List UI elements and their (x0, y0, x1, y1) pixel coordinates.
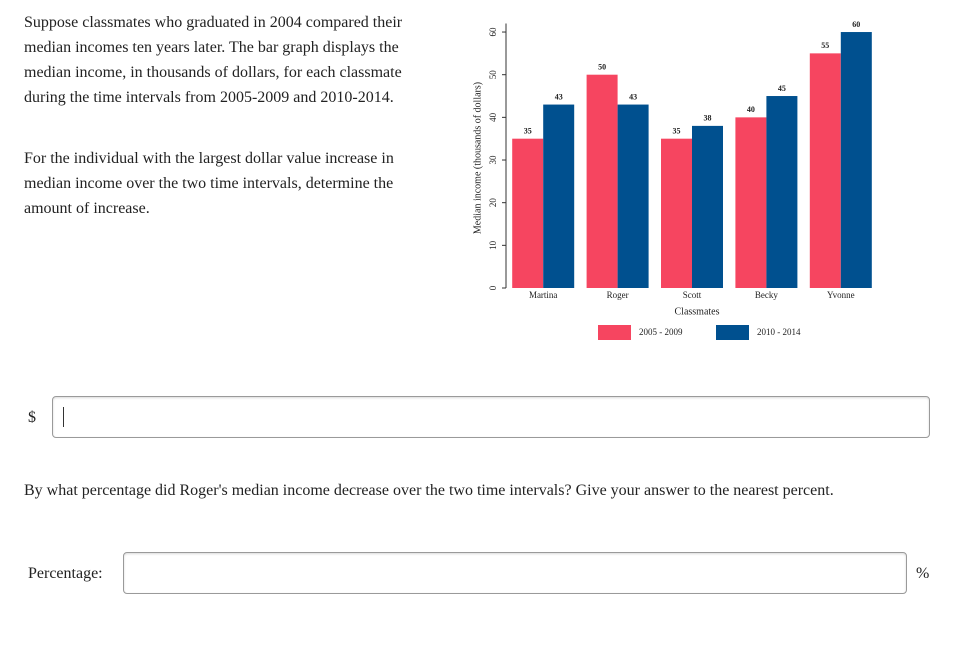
legend-swatch (716, 325, 749, 340)
caret (63, 407, 64, 427)
data-label: 43 (629, 92, 637, 101)
input-label: Percentage: (28, 565, 103, 582)
data-label: 50 (598, 63, 606, 72)
currency-prefix: $ (28, 409, 36, 426)
percentage-input[interactable] (123, 552, 907, 594)
answer-input[interactable] (52, 396, 930, 438)
bar (766, 96, 798, 288)
x-tick-label: Becky (755, 290, 778, 300)
chart: Classmates Median income (thousands of d… (472, 20, 872, 340)
unit-suffix: % (916, 565, 930, 582)
y-tick-label: 10 (488, 240, 498, 250)
y-tick-label: 30 (488, 155, 498, 165)
y-tick-label: 60 (488, 27, 498, 37)
question-paragraph: For the individual with the largest doll… (24, 150, 394, 217)
data-label: 43 (555, 92, 563, 101)
y-tick-label: 50 (488, 70, 498, 80)
x-tick-label: Yvonne (827, 290, 855, 300)
bar (840, 32, 872, 288)
bar (512, 138, 544, 288)
y-tick-label: 20 (488, 198, 498, 208)
data-label: 40 (747, 105, 755, 114)
data-label: 55 (821, 41, 829, 50)
y-tick-label: 0 (488, 285, 498, 290)
question-text: By what percentage did Roger's median in… (24, 482, 834, 499)
bar (617, 104, 649, 288)
y-tick-label: 40 (488, 112, 498, 122)
y-axis-title: Median income (thousands of dollars) (472, 82, 483, 234)
bar (661, 138, 692, 288)
bar (809, 53, 841, 289)
bar (586, 74, 618, 289)
x-axis-title: Classmates (675, 306, 720, 317)
data-label: 45 (778, 84, 786, 93)
bar (543, 104, 575, 288)
legend-swatch (598, 325, 631, 340)
data-label: 38 (704, 114, 712, 123)
legend-label: 2005 - 2009 (639, 327, 683, 337)
data-label: 35 (524, 127, 532, 136)
x-tick-label: Scott (683, 290, 702, 300)
data-label: 35 (673, 127, 681, 136)
legend-label: 2010 - 2014 (757, 327, 801, 337)
question-paragraph: Suppose classmates who graduated in 2004… (24, 14, 403, 106)
bar (735, 117, 767, 289)
x-tick-label: Roger (607, 290, 629, 300)
x-tick-label: Martina (529, 290, 558, 300)
data-label: 60 (852, 20, 860, 29)
bar (692, 125, 723, 288)
